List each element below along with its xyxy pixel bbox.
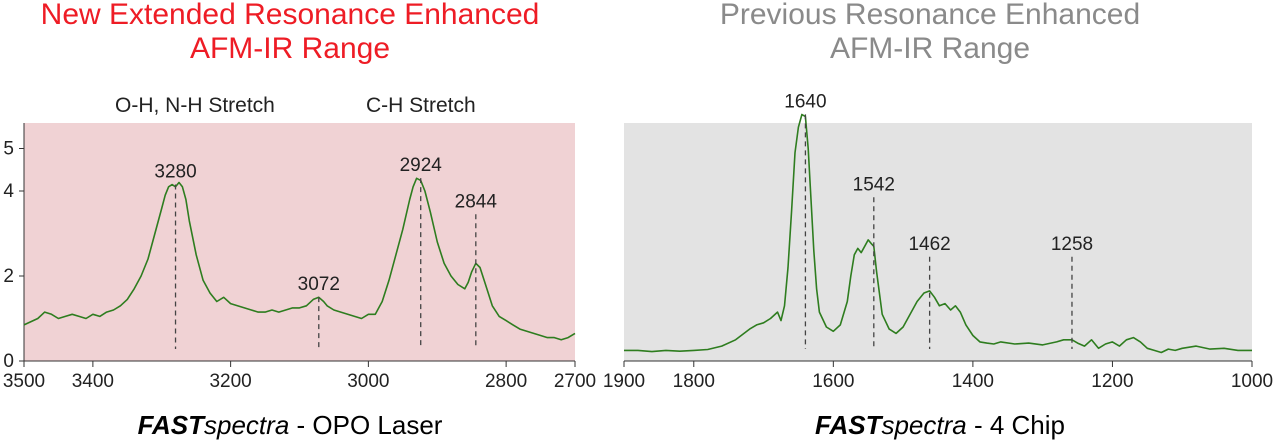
left-plot-area	[24, 123, 575, 361]
right-x-tick-label: 1400	[952, 371, 994, 392]
right-peak-label: 1542	[853, 174, 895, 195]
left-y-tick-label: 4	[3, 181, 14, 202]
right-plot-area	[624, 123, 1252, 361]
right-x-tick-label: 1800	[673, 371, 715, 392]
left-x-tick-label: 2700	[554, 371, 596, 392]
left-peak-label: 2844	[455, 191, 498, 212]
right-peak-label: 1640	[784, 91, 826, 112]
right-x-tick-label: 1000	[1231, 371, 1273, 392]
left-caption-bold: FAST	[137, 410, 205, 440]
right-chart-caption: FASTspectra - 4 Chip	[680, 410, 1200, 441]
right-caption-italic: spectra	[881, 410, 967, 440]
right-caption-rest: - 4 Chip	[966, 410, 1065, 440]
left-y-tick-label: 5	[3, 139, 14, 160]
right-title-line-1: Previous Resonance Enhanced	[719, 0, 1141, 31]
right-x-tick-label: 1600	[812, 371, 854, 392]
left-x-tick-label: 3200	[209, 371, 251, 392]
left-x-tick-label: 2800	[485, 371, 527, 392]
right-title-line-2: AFM-IR Range	[829, 32, 1031, 65]
right-x-tick-label: 1200	[1091, 371, 1133, 392]
left-peak-label: 3280	[154, 162, 196, 183]
left-spectrum-line	[23, 177, 576, 341]
right-peak-label: 1258	[1051, 234, 1093, 255]
left-chart-title: New Extended Resonance Enhanced AFM-IR R…	[0, 0, 580, 66]
left-caption-rest: - OPO Laser	[289, 410, 443, 440]
left-y-tick-label: 0	[3, 351, 14, 372]
right-spectrum-line	[624, 113, 1252, 354]
right-peak-label: 1462	[908, 234, 950, 255]
left-title-line-1: New Extended Resonance Enhanced	[40, 0, 540, 31]
right-caption-bold: FAST	[815, 410, 882, 440]
left-chart-caption: FASTspectra - OPO Laser	[60, 410, 520, 441]
left-x-tick-label: 3400	[72, 371, 114, 392]
ch-stretch-label: C-H Stretch	[366, 94, 476, 117]
right-x-tick-label: 1900	[603, 371, 645, 392]
left-y-tick-label: 2	[3, 266, 14, 287]
left-x-tick-label: 3000	[347, 371, 389, 392]
left-caption-italic: spectra	[204, 410, 290, 440]
oh-nh-stretch-label: O-H, N-H Stretch	[115, 94, 275, 117]
left-peak-label: 2924	[400, 155, 443, 176]
left-peak-label: 3072	[298, 274, 340, 295]
left-title-line-2: AFM-IR Range	[189, 32, 391, 65]
left-x-tick-label: 3500	[3, 371, 45, 392]
right-chart-title: Previous Resonance Enhanced AFM-IR Range	[620, 0, 1240, 66]
